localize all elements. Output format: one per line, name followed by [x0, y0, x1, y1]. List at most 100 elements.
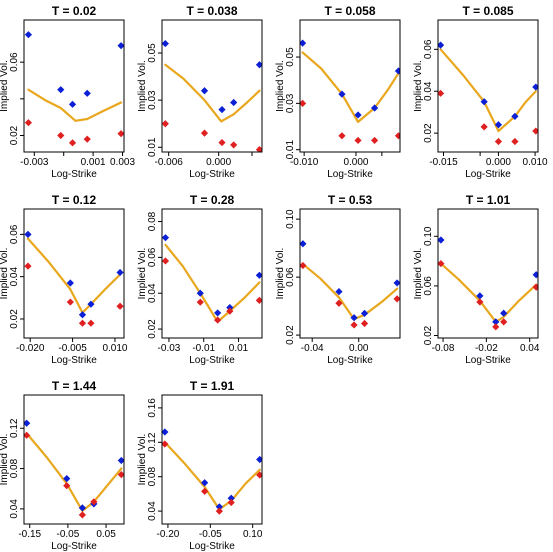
y-tick-label: 0.02 — [423, 325, 434, 345]
plot-frame — [299, 19, 401, 153]
bid-vol-point — [335, 299, 343, 307]
ask-vol-point — [494, 121, 503, 129]
panel-4: T = 0.085 -0.015 0.000 0.010 0.02 0.04 0.06 Log… — [413, 4, 548, 180]
bid-vol-point — [438, 259, 445, 268]
plot-frame — [23, 208, 125, 339]
ask-vol-point — [117, 456, 124, 465]
panel-5: T = 0.12 -0.020 -0.005 0.010 0.02 0.04 0.06 Log… — [0, 193, 128, 366]
panel-3: T = 0.058 -0.010 0.000 0.01 0.03 0.05 Log-Stri… — [275, 4, 401, 180]
x-tick-label: 0.000 — [486, 157, 511, 168]
y-tick-label: 0.02 — [423, 123, 434, 143]
bid-vol-point — [24, 431, 31, 439]
fitted-curve-line — [27, 88, 123, 122]
bid-vol-point — [66, 298, 74, 306]
bid-vol-point — [90, 498, 98, 506]
bid-vol-point — [117, 130, 124, 138]
ask-vol-point — [532, 271, 538, 279]
bid-vol-point — [162, 440, 169, 448]
plot-area — [162, 428, 262, 515]
plot-frame — [161, 19, 263, 153]
ask-vol-point — [230, 98, 238, 107]
panel-title: T = 1.01 — [466, 193, 511, 207]
plot-area — [300, 240, 400, 329]
y-tick-label: 0.02 — [147, 319, 158, 339]
bid-vol-point — [480, 123, 488, 131]
x-tick-label: 0.00 — [349, 343, 369, 354]
panel-title: T = 0.02 — [52, 4, 97, 18]
plot-frame — [437, 208, 539, 339]
bid-vol-point — [24, 262, 32, 270]
plot-area — [162, 39, 262, 152]
x-tick-label: -0.005 — [58, 343, 87, 354]
fitted-curve-line — [164, 243, 261, 323]
y-axis-label: Implied Vol. — [413, 248, 424, 300]
ask-vol-point — [532, 83, 538, 91]
x-tick-label: -0.01 — [192, 343, 215, 354]
x-tick-label: -0.05 — [199, 529, 222, 540]
x-tick-label: -0.02 — [475, 343, 498, 354]
panel-title: T = 0.53 — [328, 193, 373, 207]
ask-vol-point — [227, 494, 235, 502]
panel-2: T = 0.038 -0.006 0.000 0.01 0.03 0.05 Log-Stri… — [137, 4, 263, 180]
ask-vol-point — [162, 39, 169, 48]
plot-area — [24, 230, 124, 327]
bid-vol-point — [226, 307, 234, 315]
fitted-curve-line — [163, 441, 261, 511]
y-tick-label: 0.06 — [147, 247, 158, 267]
bid-vol-point — [78, 511, 86, 519]
plot-area — [438, 41, 538, 146]
panel-7: T = 0.53 -0.04 0.00 0.02 0.06 0.10 Log-Strike I… — [275, 193, 401, 366]
bid-vol-point — [117, 471, 124, 479]
ask-vol-point — [24, 230, 32, 238]
bid-vol-point — [360, 319, 369, 328]
panel-9: T = 1.44 -0.15 -0.05 0.05 0.04 0.08 0.12 Log-St… — [0, 379, 125, 552]
panel-title: T = 0.058 — [324, 4, 375, 18]
bid-vol-point — [494, 137, 503, 146]
y-tick-label: 0.04 — [423, 81, 434, 101]
fitted-curve-line — [26, 237, 122, 314]
y-tick-label: 0.06 — [9, 52, 20, 72]
bid-vol-point — [87, 319, 95, 327]
ask-vol-point — [66, 279, 74, 287]
ask-vol-point — [255, 271, 262, 279]
x-axis-label: Log-Strike — [189, 169, 235, 180]
ask-vol-point — [438, 41, 445, 49]
y-tick-label: 0.01 — [285, 140, 296, 160]
panel-1: T = 0.02 -0.003 0.001 0.003 0.02 0.06 Log-Stri… — [0, 4, 135, 180]
ask-vol-point — [78, 311, 87, 319]
bid-vol-point — [230, 141, 238, 149]
y-tick-label: 0.04 — [147, 283, 158, 303]
y-tick-label: 0.01 — [147, 137, 158, 157]
ask-vol-point — [338, 90, 346, 98]
plot-frame — [161, 394, 263, 525]
bid-vol-point — [256, 471, 262, 479]
bid-vol-point — [196, 298, 204, 306]
x-tick-label: 0.000 — [343, 157, 368, 168]
bid-vol-point — [68, 139, 77, 147]
x-axis-label: Log-Strike — [465, 355, 511, 366]
ask-vol-point — [300, 240, 307, 248]
x-tick-label: -0.05 — [56, 529, 79, 540]
panel-title: T = 0.038 — [186, 4, 237, 18]
y-tick-label: 0.12 — [147, 432, 158, 452]
y-axis-label: Implied Vol. — [137, 248, 148, 300]
bid-vol-point — [214, 316, 222, 324]
ask-vol-point — [256, 455, 262, 464]
bid-vol-point — [218, 138, 226, 147]
panel-6: T = 0.28 -0.03 -0.01 0.01 0.02 0.04 0.06 0.08 Lo… — [137, 193, 263, 366]
ask-vol-point — [162, 428, 169, 436]
y-tick-label: 0.08 — [9, 458, 20, 478]
x-tick-label: -0.20 — [157, 529, 180, 540]
bid-vol-point — [83, 135, 91, 143]
panel-title: T = 1.44 — [52, 379, 97, 393]
y-tick-label: 0.08 — [147, 467, 158, 487]
x-axis-label: Log-Strike — [465, 169, 511, 180]
y-tick-label: 0.06 — [423, 276, 434, 296]
plot-frame — [161, 208, 263, 339]
y-tick-label: 0.02 — [285, 325, 296, 345]
bid-vol-point — [393, 295, 400, 303]
x-tick-label: -0.04 — [301, 343, 324, 354]
x-axis-label: Log-Strike — [51, 355, 97, 366]
bid-vol-point — [532, 127, 538, 135]
bid-vol-point — [300, 261, 307, 270]
